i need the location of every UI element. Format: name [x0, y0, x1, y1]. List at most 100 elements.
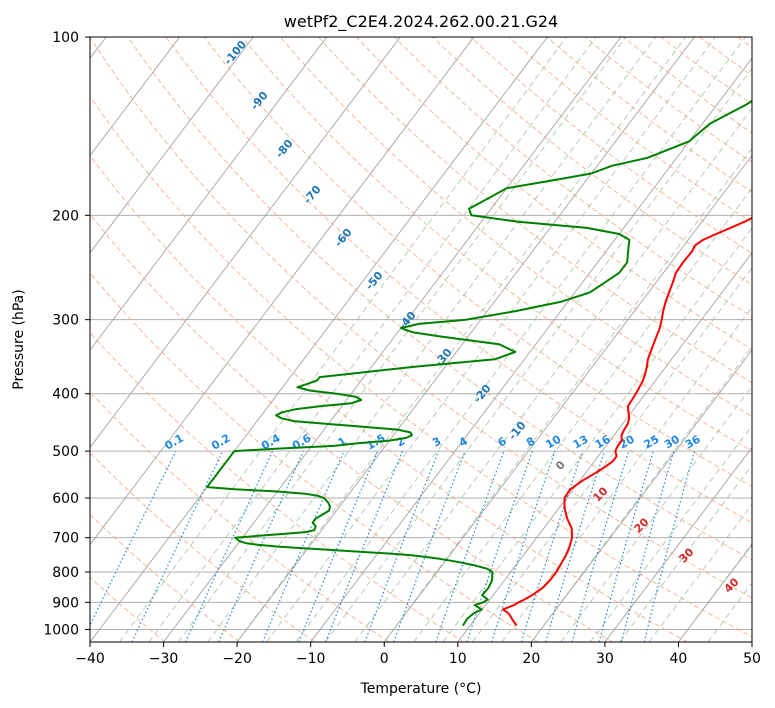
- x-tick-label: 0: [380, 651, 389, 667]
- y-tick-label: 800: [52, 565, 79, 581]
- moist-adiabat: [207, 37, 657, 642]
- mixing-ratio-line: [261, 450, 345, 642]
- mixing-ratio-line: [643, 450, 696, 642]
- dry-adiabat: [279, 37, 752, 418]
- plot-background: [90, 37, 752, 642]
- moist-adiabat: [119, 37, 567, 642]
- moist-adiabat-lines: [119, 37, 752, 642]
- moist-adiabat: [560, 385, 752, 642]
- moist-adiabat: [383, 147, 752, 642]
- dry-adiabat: [90, 576, 166, 642]
- isotherm: [383, 154, 752, 642]
- moist-adiabat: [354, 107, 752, 642]
- mixing-ratio-line: [466, 450, 533, 642]
- y-tick-label: 700: [52, 531, 79, 547]
- mixing-ratio-line: [364, 450, 440, 642]
- isotherm: [90, 37, 401, 449]
- mixing-ratio-lines: [90, 450, 696, 642]
- mixing-ratio-line: [491, 450, 556, 642]
- dry-adiabat: [127, 37, 752, 561]
- moist-adiabat: [648, 503, 752, 642]
- y-tick-label: 300: [52, 313, 79, 329]
- dry-adiabat: [90, 213, 613, 642]
- mixing-ratio-line: [545, 450, 606, 642]
- y-tick-label: 600: [52, 491, 79, 507]
- dry-adiabat: [356, 37, 752, 350]
- plot-border: [89, 36, 753, 643]
- moist-adiabat: [530, 345, 752, 642]
- dry-adiabat: [90, 154, 688, 642]
- mixing-ratio-line: [325, 450, 403, 642]
- reference-line-labels: 0.1 0.2 0.4 0.6 1 1.5 2 3 4 6 8 10 13 16 20 25 30 3601020…: [162, 38, 741, 596]
- dry-adiabat: [203, 37, 752, 488]
- dry-adiabat: [90, 513, 241, 642]
- y-tick-label: 900: [52, 595, 79, 611]
- y-tick-label: 100: [52, 30, 79, 46]
- y-tick-label: 200: [52, 208, 79, 224]
- moist-adiabat: [678, 542, 752, 642]
- moist-adiabat: [619, 464, 752, 642]
- x-tick-label: −10: [296, 651, 326, 667]
- moist-adiabat: [266, 37, 717, 642]
- mixing-ratio-line: [435, 450, 505, 642]
- chart-title: wetPf2_C2E4.2024.262.00.21.G24: [284, 12, 558, 32]
- isotherm: [531, 349, 752, 642]
- moist-adiabat: [148, 37, 597, 642]
- x-axis-ticks: −40 −30 −20 −10 0 10 20 30 40 50: [75, 642, 761, 667]
- dry-adiabat: [90, 331, 464, 642]
- dry-adiabat: [317, 37, 752, 384]
- x-tick-label: −20: [222, 651, 252, 667]
- mixing-ratio-line: [393, 450, 466, 642]
- moist-adiabat: [177, 37, 627, 642]
- y-tick-label: 1000: [43, 622, 79, 638]
- moist-adiabat: [295, 37, 747, 642]
- dry-adiabat: [90, 452, 315, 642]
- mixing-ratio-line: [520, 450, 583, 642]
- x-tick-label: 30: [596, 651, 614, 667]
- sounding-series: [206, 99, 752, 627]
- dewpoint-profile: [206, 99, 752, 627]
- moist-adiabat: [707, 582, 752, 642]
- plot-frame: [89, 36, 753, 643]
- moist-adiabat: [236, 37, 687, 642]
- x-tick-label: −40: [75, 651, 105, 667]
- isotherm: [457, 252, 752, 642]
- moist-adiabat: [472, 266, 752, 642]
- moist-adiabat: [325, 67, 752, 642]
- isotherm: [90, 37, 328, 351]
- dry-adiabat: [90, 391, 390, 642]
- plot-area: [90, 37, 752, 642]
- x-tick-label: −30: [149, 651, 179, 667]
- y-axis-label: Pressure (hPa): [11, 289, 27, 389]
- isotherm: [751, 641, 752, 642]
- dry-adiabat-lines: [90, 37, 752, 642]
- mixing-ratio-line: [598, 450, 654, 642]
- pressure-gridlines: [90, 37, 752, 630]
- isotherm: [90, 37, 180, 157]
- dry-adiabat: [165, 37, 752, 524]
- mixing-ratio-line: [571, 450, 630, 642]
- y-axis-ticks: 100 200 300 400 500 600 700 800 900 1000: [43, 30, 90, 638]
- dry-adiabat: [432, 37, 752, 286]
- moist-adiabat: [413, 187, 752, 642]
- x-tick-label: 10: [449, 651, 467, 667]
- mixing-ratio-line: [621, 450, 675, 642]
- isotherm: [90, 37, 548, 642]
- moist-adiabat: [442, 227, 752, 642]
- isotherm: [604, 446, 752, 642]
- mixing-ratio-line: [218, 450, 304, 642]
- x-tick-label: 40: [670, 651, 688, 667]
- dry-adiabat: [90, 37, 752, 599]
- temperature-profile: [502, 216, 752, 627]
- x-axis-label: Temperature (°C): [360, 681, 482, 697]
- y-tick-label: 500: [52, 444, 79, 460]
- x-tick-label: 20: [522, 651, 540, 667]
- y-tick-label: 400: [52, 387, 79, 403]
- isotherm: [90, 37, 254, 254]
- mixing-ratio-line: [298, 450, 379, 642]
- mixing-ratio-line: [90, 450, 177, 627]
- isotherm: [90, 37, 475, 546]
- moist-adiabat: [589, 424, 752, 642]
- x-tick-label: 50: [743, 651, 761, 667]
